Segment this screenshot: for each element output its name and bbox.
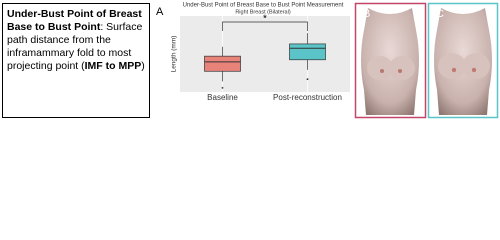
x-tick-label: Baseline [207,93,238,102]
outlier [221,86,224,89]
body-text: : Surface path distance from the inframa… [7,21,143,72]
nipple [471,67,477,73]
page: {"text_box": {"lead": "Under-Bust Point … [2,2,499,119]
box [204,55,241,72]
panel-label: B [363,8,370,20]
lead-text: Under-Bust Point of Breast Base to Bust … [7,8,142,33]
panel-label: A [156,6,164,18]
outlier [306,78,309,81]
term-text: IMF to MPP [84,60,142,72]
breast [389,56,415,80]
breast [438,53,466,79]
breast [367,56,393,80]
figure: A Under-Bust Point of Breast Base to Bus… [156,3,499,119]
significance-bracket [222,21,308,31]
breast [462,53,490,79]
panel-label: C [436,8,444,20]
close-text: ) [141,60,145,72]
nipple [380,69,384,73]
y-axis-label: Length (mm) [171,36,178,73]
box [289,43,326,61]
significance-mark: * [263,14,267,25]
text-box: Under-Bust Point of Breast Base to Bust … [2,3,150,118]
chart-title: Under-Bust Point of Breast Base to Bust … [183,3,344,9]
x-tick-label: Post-reconstruction [273,93,342,102]
chart-subtitle: Right Breast (Bilateral) [235,9,290,15]
nipple [451,67,457,73]
nipple [398,69,402,73]
